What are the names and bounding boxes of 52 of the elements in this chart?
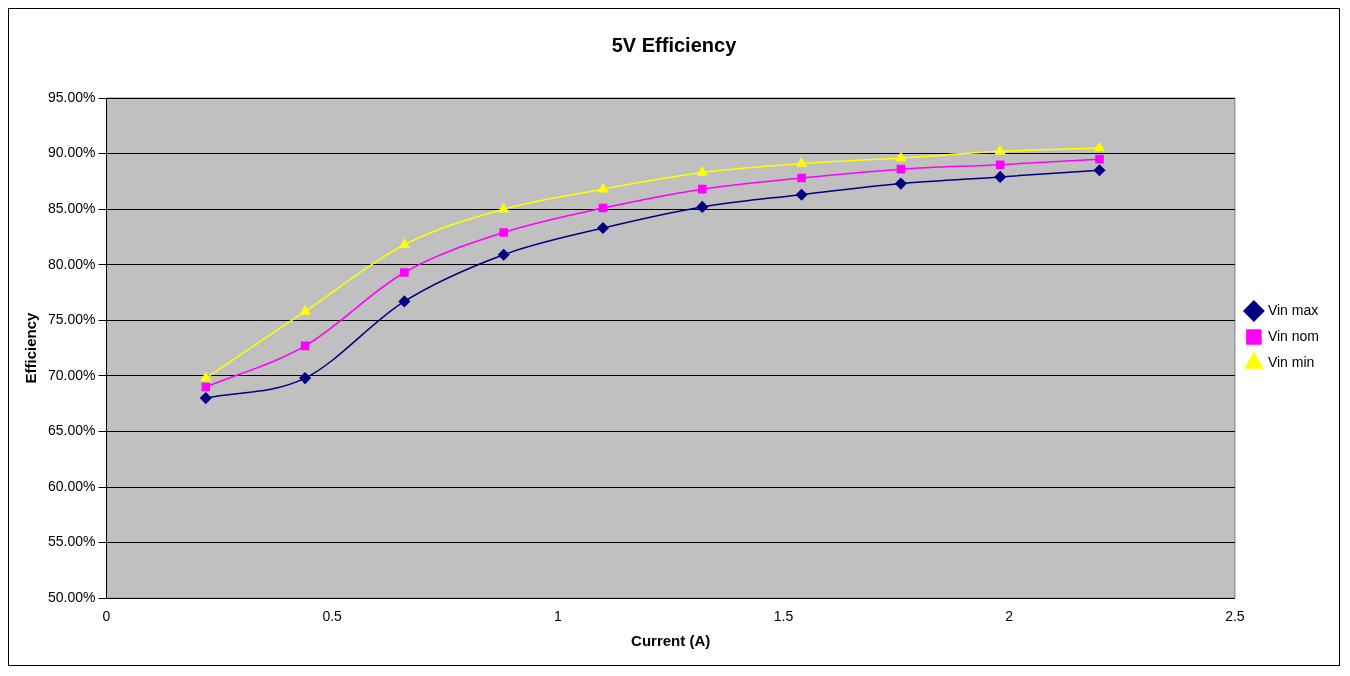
y-tick-label: 75.00% bbox=[48, 311, 96, 328]
y-tick-label: 80.00% bbox=[48, 255, 96, 272]
point bbox=[795, 188, 808, 201]
legend-label: Vin nom bbox=[1267, 327, 1319, 344]
point bbox=[498, 203, 509, 213]
point bbox=[696, 201, 709, 213]
point bbox=[598, 203, 608, 213]
legend-label: Vin min bbox=[1267, 353, 1315, 370]
point bbox=[895, 177, 907, 190]
point bbox=[300, 341, 310, 351]
point bbox=[1095, 154, 1104, 164]
point bbox=[994, 171, 1006, 183]
y-tick-label: 85.00% bbox=[48, 200, 96, 217]
x-tick-label: 0 bbox=[102, 608, 111, 625]
y-tick-label: 90.00% bbox=[48, 144, 96, 161]
y-tick-label: 50.00% bbox=[48, 589, 96, 606]
point bbox=[895, 152, 906, 162]
point bbox=[299, 372, 311, 384]
point bbox=[497, 248, 510, 261]
point bbox=[698, 184, 707, 194]
point bbox=[995, 160, 1005, 169]
y-tick-label: 95.00% bbox=[48, 88, 96, 105]
x-tick-label: 1.5 bbox=[773, 608, 794, 625]
point bbox=[200, 372, 211, 382]
x-tick-label: 2.5 bbox=[1225, 608, 1245, 625]
x-axis-title: Current (A) bbox=[631, 632, 711, 650]
y-axis-title: Efficiency bbox=[22, 312, 40, 384]
point bbox=[697, 166, 708, 176]
point bbox=[1094, 142, 1105, 152]
point bbox=[995, 145, 1006, 155]
x-tick-label: 0.5 bbox=[322, 608, 343, 625]
point bbox=[597, 222, 609, 234]
y-tick-label: 70.00% bbox=[48, 366, 96, 383]
y-tick-label: 55.00% bbox=[48, 533, 96, 550]
point bbox=[896, 164, 906, 174]
point bbox=[499, 228, 508, 237]
chart-title: 5V Efficiency bbox=[611, 33, 738, 56]
y-tick-label: 60.00% bbox=[48, 477, 96, 494]
point bbox=[201, 382, 211, 392]
point bbox=[796, 157, 807, 167]
point bbox=[200, 392, 212, 404]
legend-label: Vin max bbox=[1267, 301, 1319, 318]
point bbox=[399, 238, 410, 248]
point bbox=[300, 305, 311, 315]
x-tick-label: 1 bbox=[553, 608, 562, 625]
point bbox=[1093, 164, 1106, 176]
point bbox=[398, 295, 411, 308]
point bbox=[400, 268, 409, 277]
point bbox=[597, 183, 609, 193]
point bbox=[797, 173, 806, 183]
y-tick-label: 65.00% bbox=[48, 422, 96, 439]
x-tick-label: 2 bbox=[1005, 608, 1014, 625]
